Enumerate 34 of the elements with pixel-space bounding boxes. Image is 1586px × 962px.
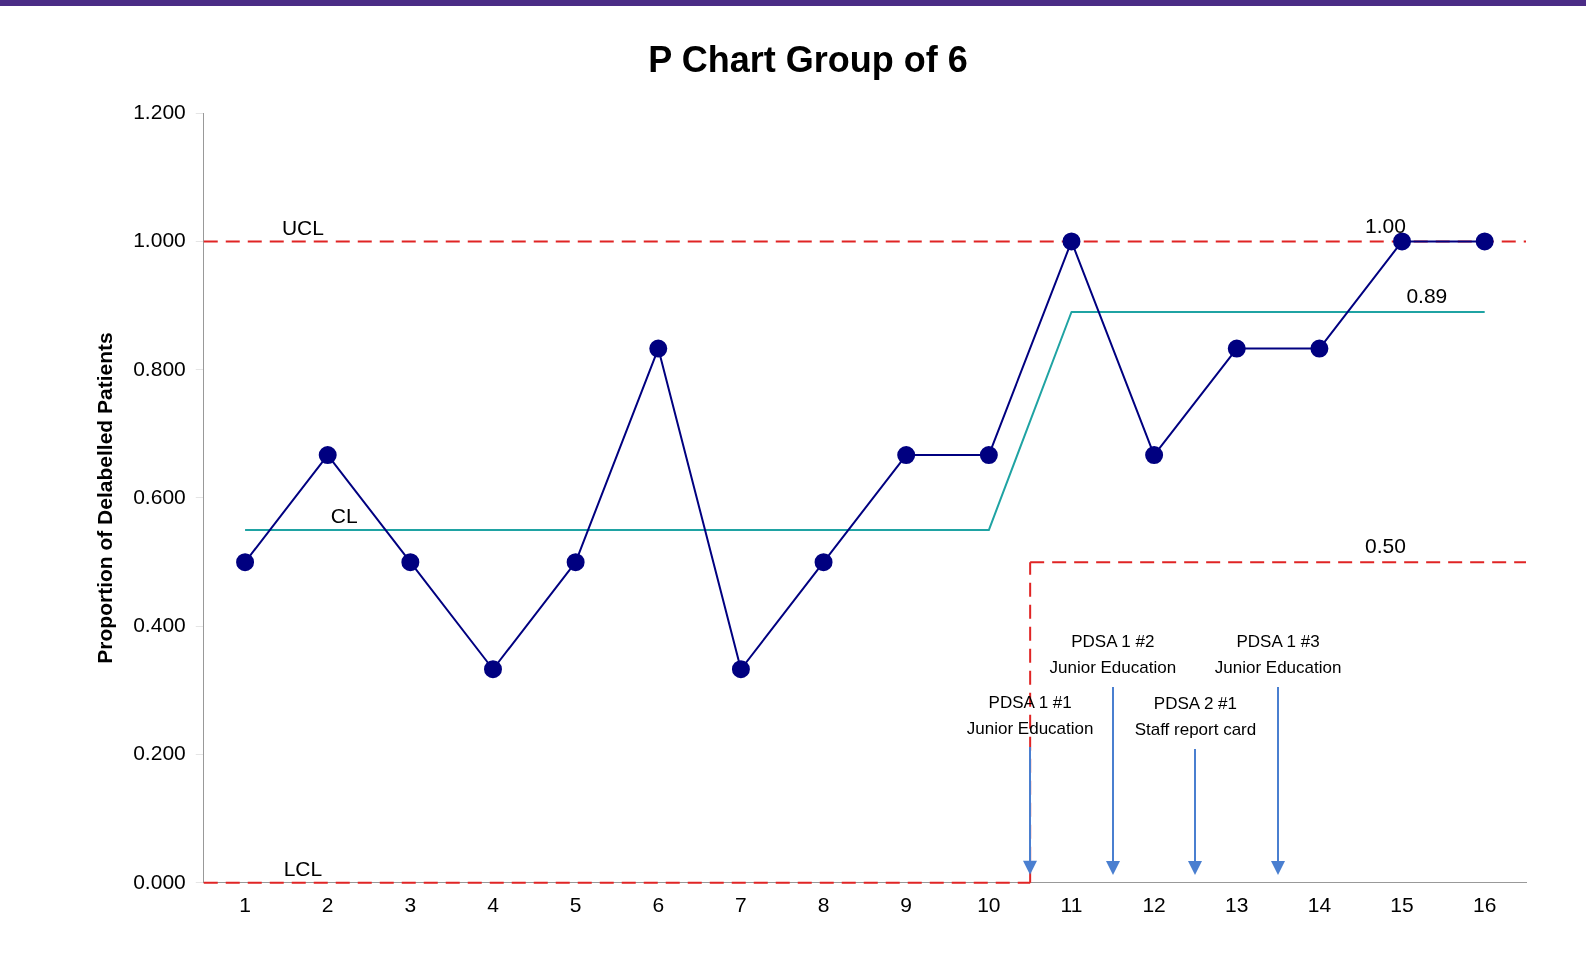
y-tick-label: 0.000 <box>133 869 186 893</box>
annotation: PDSA 1 #3 Junior Education <box>1214 632 1342 678</box>
x-tick-label: 14 <box>1307 893 1332 917</box>
x-tick-label: 4 <box>487 893 500 917</box>
x-tick-label: 13 <box>1225 893 1249 917</box>
x-tick-label: 15 <box>1390 893 1414 917</box>
x-tick-label: 11 <box>1060 893 1083 917</box>
x-tick-label: 1 <box>239 893 251 917</box>
x-tick-label: 6 <box>652 893 665 917</box>
y-tick-label: 0.800 <box>133 356 186 380</box>
y-axis-title: Proportion of Delabelled Patients <box>93 332 117 664</box>
x-tick-label: 16 <box>1473 893 1497 917</box>
x-tick-label: 8 <box>817 893 830 917</box>
x-tick-label: 3 <box>404 893 417 917</box>
series-label: LCL <box>283 857 323 881</box>
x-tick-label: 7 <box>735 893 747 917</box>
y-tick-label: 0.600 <box>133 484 186 508</box>
annotation: PDSA 1 #2 Junior Education <box>1049 632 1177 678</box>
y-tick-label: 1.000 <box>133 228 186 252</box>
series-label: CL <box>330 504 358 528</box>
annotation: PDSA 2 #1 Staff report card <box>1134 694 1257 740</box>
y-tick-label: 0.200 <box>133 741 186 765</box>
y-tick-label: 0.400 <box>133 613 186 637</box>
annotation: 0.89 <box>1406 284 1448 308</box>
series-label: UCL <box>281 215 324 239</box>
chart-title: P Chart Group of 6 <box>648 38 968 80</box>
annotation: 1.00 <box>1365 213 1406 237</box>
x-tick-label: 2 <box>321 893 334 917</box>
x-tick-label: 5 <box>569 893 582 917</box>
x-tick-label: 12 <box>1142 893 1166 917</box>
y-tick-label: 1.200 <box>133 100 186 123</box>
x-tick-label: 10 <box>977 893 1001 917</box>
x-tick-label: 9 <box>900 893 913 917</box>
annotation: 0.50 <box>1365 534 1406 558</box>
